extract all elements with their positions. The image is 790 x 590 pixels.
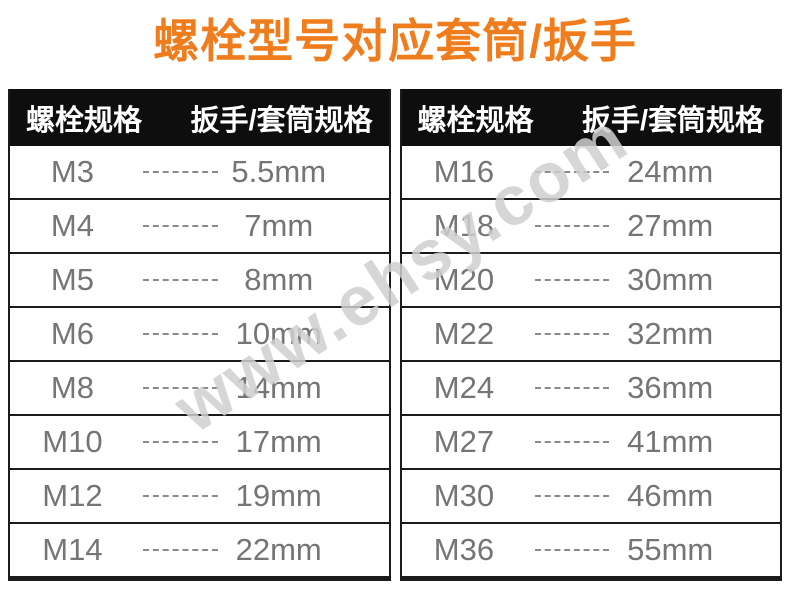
bolt-spec: M24 [433,370,495,405]
dash-line [143,549,218,551]
wrench-size: 10mm [235,316,322,351]
table-body: M3 5.5mm M4 7mm M5 8mm M6 10mm M8 14mm M10 17mm M12 1… [10,146,389,576]
dash-leader [526,171,617,173]
dash-leader [135,171,226,173]
dash-leader [526,495,617,497]
dash-leader [135,279,226,281]
wrench-size: 27mm [627,208,714,243]
wrench-size: 14mm [235,370,322,405]
dash-line [143,495,218,497]
table-row: M16 24mm [402,146,781,198]
page-title: 螺栓型号对应套筒/扳手 [153,15,637,67]
dash-line [143,333,218,335]
dash-line [534,495,610,497]
bolt-spec: M8 [50,370,94,405]
dash-line [143,441,218,443]
dash-line [534,171,610,173]
table-body: M16 24mm M18 27mm M20 30mm M22 32mm M24 36mm M27 41… [401,146,781,576]
wrench-size: 7mm [244,208,314,243]
dash-line [534,549,610,551]
dash-leader [526,549,617,551]
dash-line [534,387,610,389]
table-row: M8 14mm [10,360,389,414]
tables: 螺栓规格 扳手/套筒规格 M3 5.5mm M4 7mm M5 8mm M6 10mm M8 14… [8,89,782,581]
dash-line [534,225,610,227]
wrench-size: 22mm [235,532,322,567]
spec-table: 螺栓规格 扳手/套筒规格 M3 5.5mm M4 7mm M5 8mm M6 10mm M8 14… [8,89,391,581]
wrench-size: 46mm [627,478,714,513]
table-header: 螺栓规格 扳手/套筒规格 [401,89,780,146]
bolt-spec: M16 [433,154,495,189]
bolt-spec: M6 [50,316,94,351]
bolt-spec: M5 [50,262,94,297]
table-row: M12 19mm [10,468,389,522]
bolt-spec: M36 [433,532,495,567]
bolt-spec: M12 [42,478,103,513]
bolt-spec: M4 [50,208,94,243]
table-row: M5 8mm [10,252,389,306]
dash-line [534,333,610,335]
header-wrench-spec: 扳手/套筒规格 [581,104,764,137]
dash-leader [135,495,226,497]
dash-leader [135,333,226,335]
bolt-spec: M10 [42,424,103,459]
table-row: M10 17mm [10,414,389,468]
table-row: M6 10mm [10,306,389,360]
wrench-size: 30mm [627,262,714,297]
wrench-size: 32mm [627,316,714,351]
wrench-size: 5.5mm [231,154,327,189]
header-bolt-spec: 螺栓规格 [26,104,143,137]
dash-line [534,279,610,281]
dash-line [143,279,218,281]
dash-leader [526,333,617,335]
bolt-spec: M3 [50,154,94,189]
table-row: M24 36mm [401,360,780,414]
wrench-size: 41mm [627,424,714,459]
wrench-size: 36mm [627,370,714,405]
wrench-size: 19mm [235,478,322,513]
bolt-spec: M18 [433,208,495,243]
bolt-spec: M14 [42,532,103,567]
spec-table: 螺栓规格 扳手/套筒规格 M16 24mm M18 27mm M20 30mm M22 32m… [399,89,782,581]
wrench-size: 8mm [244,262,314,297]
dash-leader [526,279,617,281]
dash-line [143,171,218,173]
table-row: M27 41mm [401,414,780,468]
bolt-spec: M22 [433,316,495,351]
bolt-spec: M30 [433,478,495,513]
dash-line [534,441,610,443]
table-row: M30 46mm [401,468,780,522]
dash-line [143,387,218,389]
table-row: M20 30mm [401,252,780,306]
table-row: M3 5.5mm [10,146,389,198]
table-row: M4 7mm [10,198,389,252]
dash-leader [526,225,617,227]
table-row: M22 32mm [401,306,780,360]
dash-leader [135,441,226,443]
header-bolt-spec: 螺栓规格 [417,104,534,137]
header-wrench-spec: 扳手/套筒规格 [190,104,373,137]
wrench-size: 17mm [235,424,322,459]
dash-leader [135,225,226,227]
table-row: M18 27mm [401,198,780,252]
dash-line [143,225,218,227]
dash-leader [526,387,617,389]
bolt-spec: M20 [433,262,495,297]
dash-leader [526,441,617,443]
table-header: 螺栓规格 扳手/套筒规格 [10,89,389,146]
table-row: M36 55mm [401,522,780,576]
bolt-size-chart: { "title": "螺栓型号对应套筒/扳手", "watermark": "… [0,16,790,590]
wrench-size: 55mm [627,532,714,567]
dash-leader [135,387,226,389]
wrench-size: 24mm [627,154,714,189]
bolt-spec: M27 [433,424,495,459]
dash-leader [135,549,226,551]
table-row: M14 22mm [10,522,389,576]
